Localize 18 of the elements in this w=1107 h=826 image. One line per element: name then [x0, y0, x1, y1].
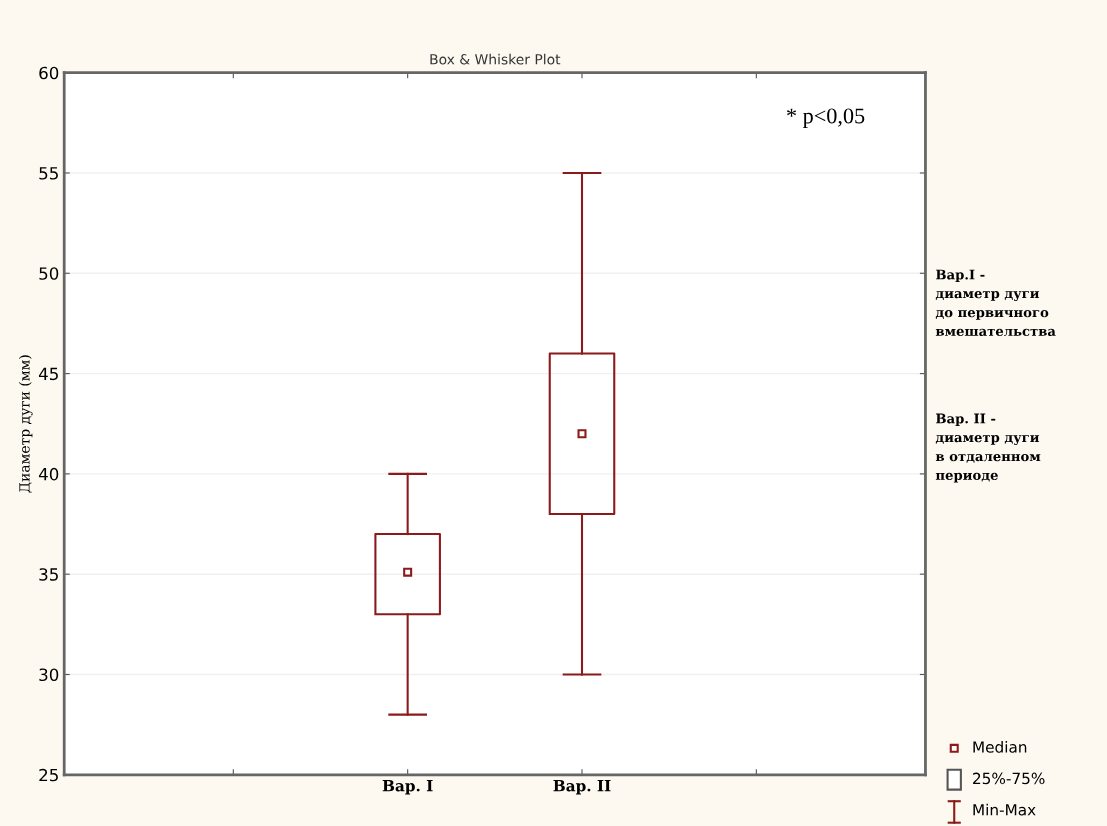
y-tick-label: 35 [39, 568, 58, 581]
text: Вар.I - диаметр дуги до первичного вмешательства [935, 269, 1056, 337]
y-tick-label: 25 [39, 768, 58, 782]
y-tick-label: 45 [38, 367, 58, 381]
y-tick-label: 60 [39, 66, 59, 80]
annotation: * p<0,05 [787, 108, 865, 128]
text: Min-Max [973, 803, 1036, 816]
y-tick-label: 50 [39, 267, 59, 280]
text: Вар. II - диаметр дуги в отдаленном периоде [935, 413, 1041, 483]
y-axis-title: Диаметр дуги (мм) [18, 355, 33, 493]
chart-title: Box & Whisker Plot [430, 53, 561, 65]
x-tick-label: Вар. I [382, 780, 433, 795]
y-tick-label: 30 [39, 668, 59, 682]
y-tick-label: 55 [39, 167, 58, 180]
x-tick-label: Вар. II [553, 780, 611, 795]
text: 25%-75% [973, 772, 1045, 785]
y-tick-label: 40 [38, 467, 59, 481]
text: Median [973, 740, 1027, 753]
